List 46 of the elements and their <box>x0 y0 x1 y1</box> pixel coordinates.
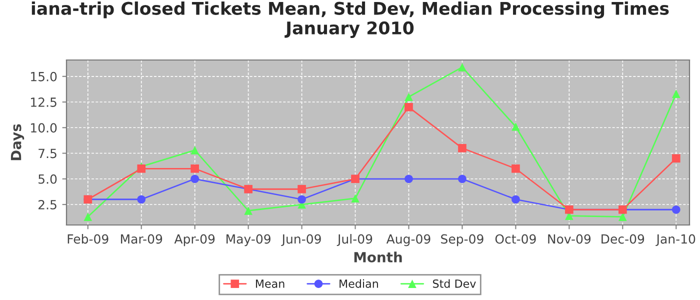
y-tick-label: 10.0 <box>31 123 57 133</box>
y-tick-label: 2.5 <box>38 200 56 210</box>
x-tick-label: Mar-09 <box>120 234 162 244</box>
point <box>298 195 306 204</box>
point <box>672 205 680 214</box>
point <box>351 194 360 203</box>
y-tick-label: 5.0 <box>38 174 57 184</box>
legend-label: Mean <box>256 280 284 288</box>
point <box>298 184 306 194</box>
point <box>190 164 200 173</box>
x-tick-label: Dec-09 <box>602 234 644 244</box>
point <box>404 92 413 102</box>
point <box>404 102 413 112</box>
point <box>618 212 627 221</box>
point <box>672 90 680 98</box>
point <box>672 154 680 163</box>
point <box>512 164 520 173</box>
x-tick-label: Nov-09 <box>548 234 591 244</box>
point <box>458 63 466 72</box>
x-tick-label: Aug-09 <box>386 234 430 246</box>
x-tick-label: Apr-09 <box>174 234 215 246</box>
point <box>190 174 200 184</box>
x-tick-label: Feb-09 <box>68 234 108 244</box>
x-tick-label: Sep-09 <box>441 234 484 246</box>
x-tick-label: Jul-09 <box>336 234 372 246</box>
y-tick-label: 15.0 <box>31 72 57 82</box>
x-tick-label: Oct-09 <box>495 234 536 244</box>
point <box>512 195 520 204</box>
point <box>512 122 520 131</box>
y-axis-title: Days <box>10 124 24 160</box>
chart-title: iana-trip Closed Tickets Mean, Std Dev, Median Processing Times January 2010 <box>32 2 669 38</box>
x-axis-title: Month <box>354 252 402 262</box>
point <box>458 174 466 184</box>
x-tick-label: May-09 <box>226 234 270 246</box>
point <box>244 206 252 215</box>
point <box>84 212 92 221</box>
x-tick-label: Jun-09 <box>281 234 321 246</box>
point <box>137 195 146 204</box>
y-tick-label: 12.5 <box>31 97 56 107</box>
legend-label: Median <box>340 279 378 288</box>
point <box>404 174 413 184</box>
point <box>458 144 466 152</box>
point <box>190 146 200 154</box>
y-tick-label: 7.5 <box>38 148 56 158</box>
legend-label: Std Dev <box>432 279 476 288</box>
x-tick-label: Jan-10 <box>656 234 696 246</box>
